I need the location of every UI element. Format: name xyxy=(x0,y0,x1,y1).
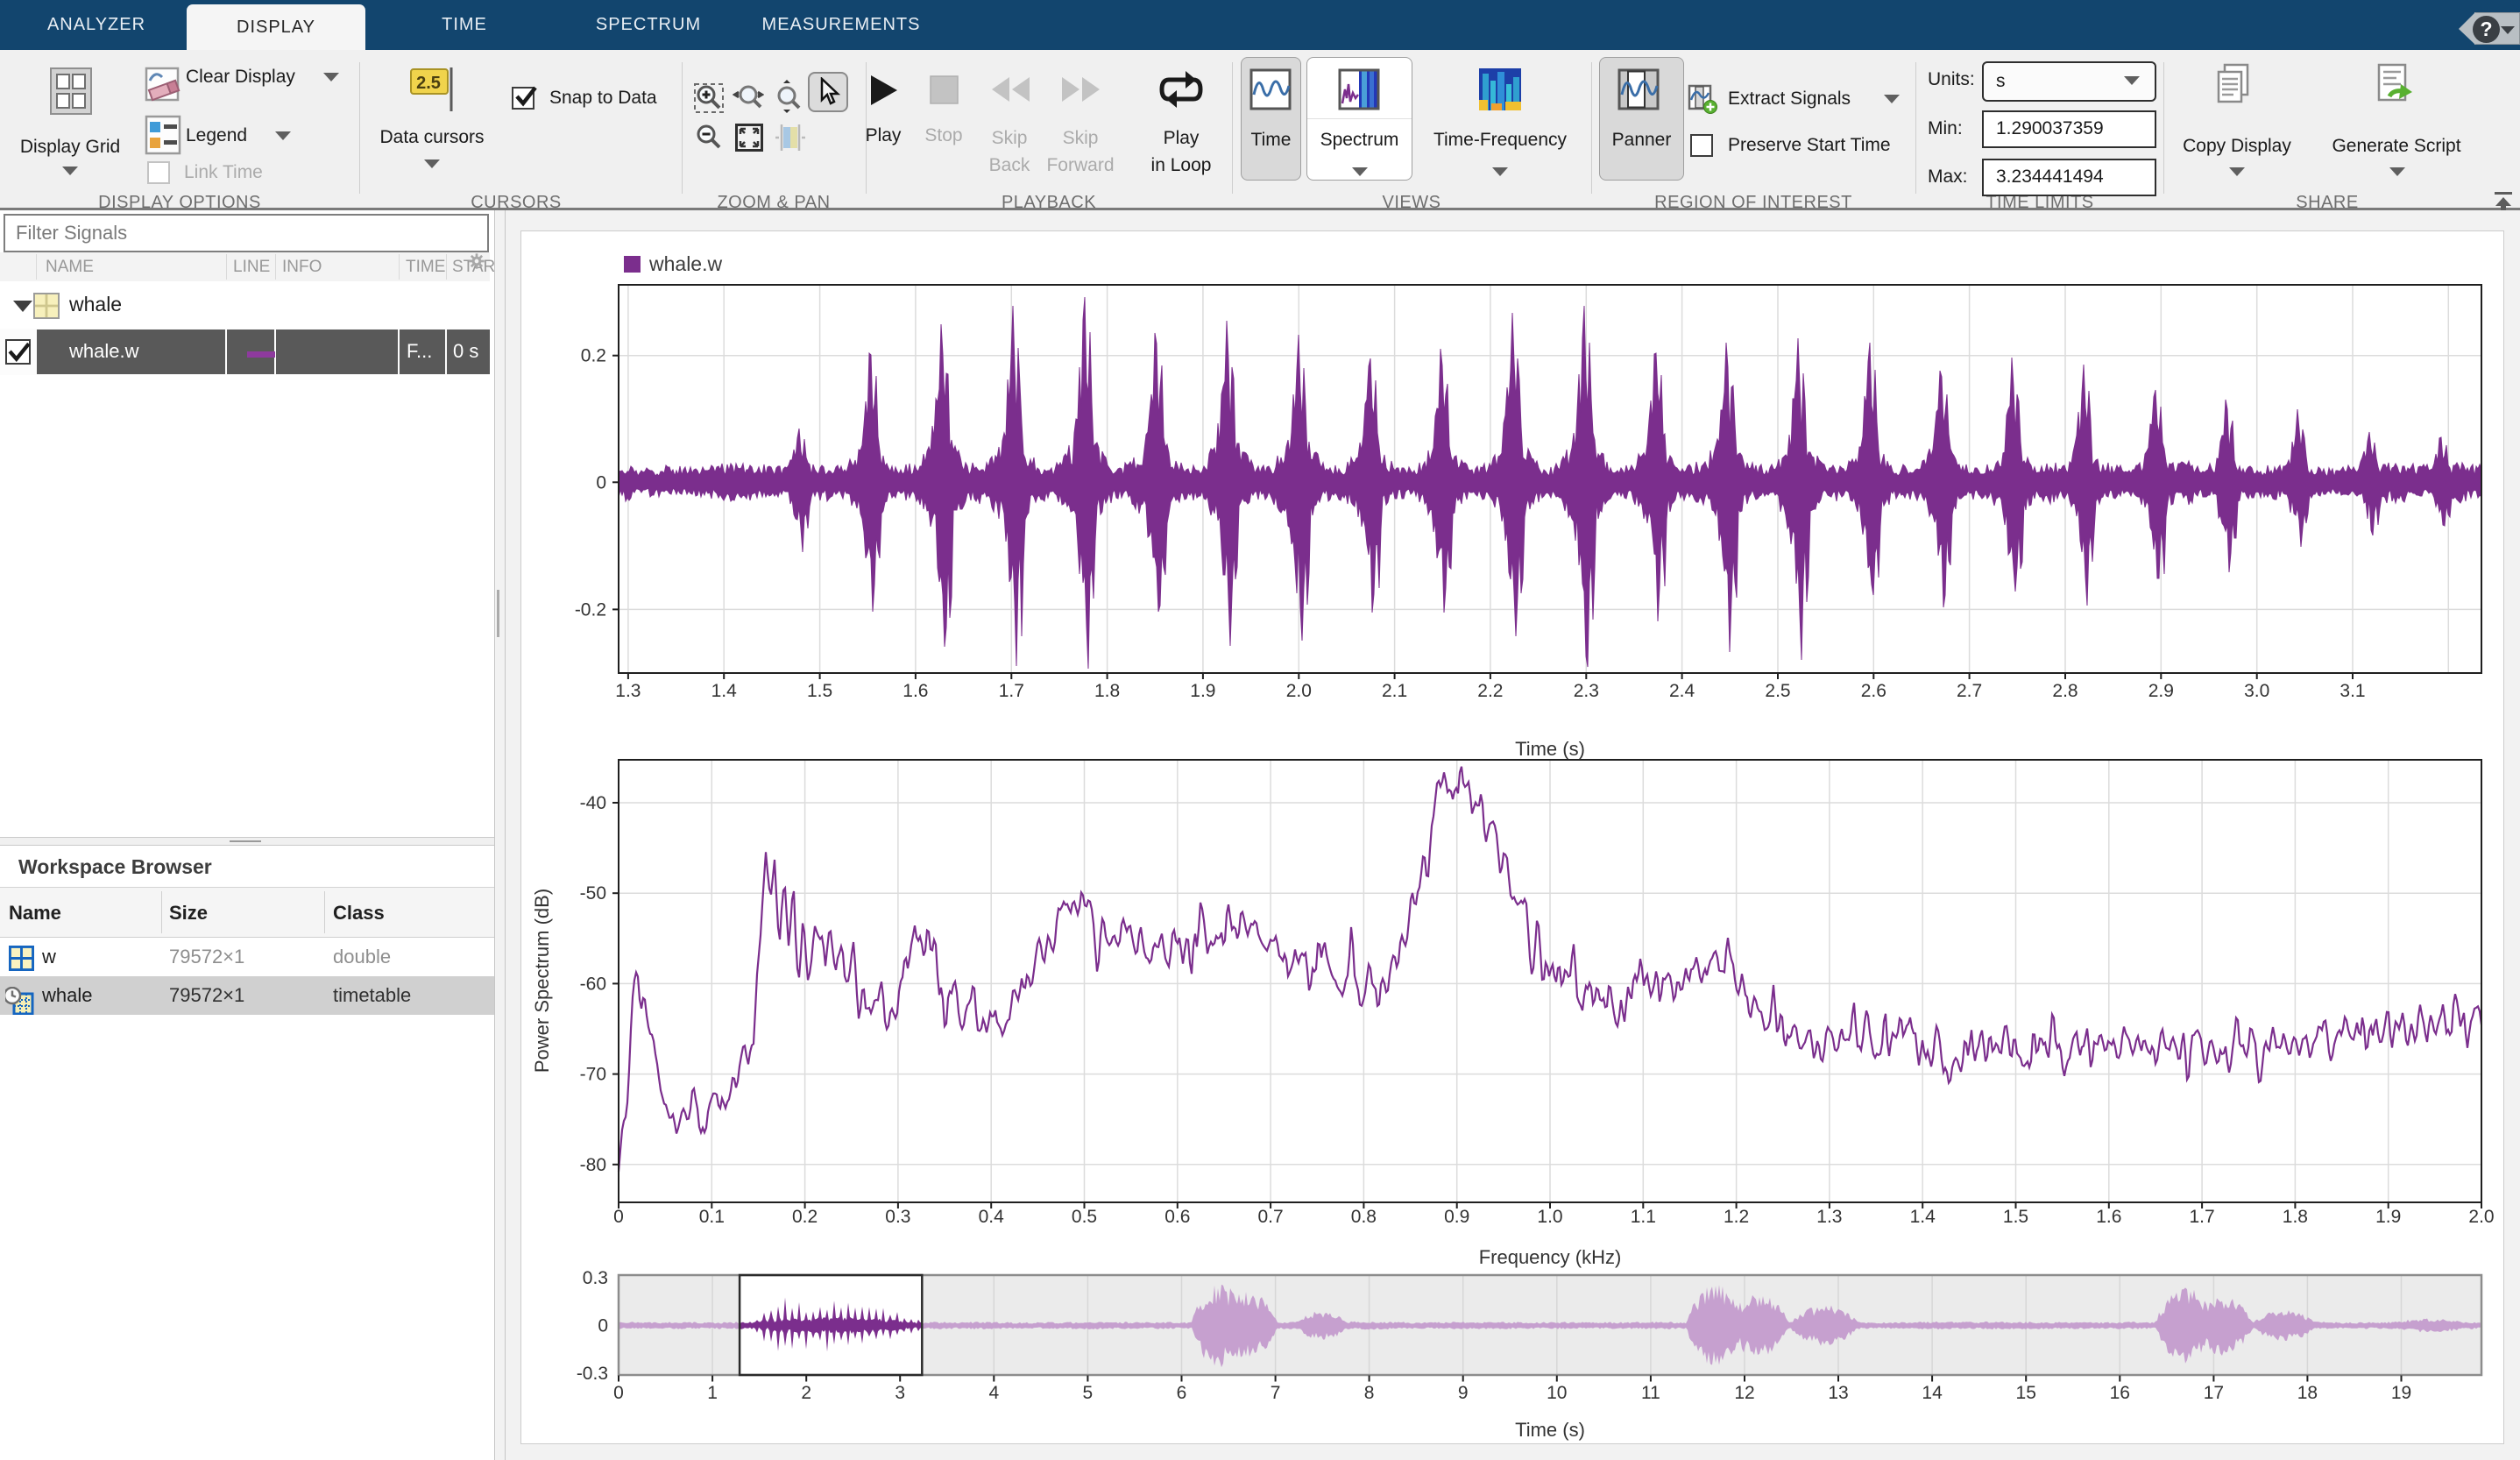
svg-text:0.4: 0.4 xyxy=(979,1207,1005,1227)
svg-text:Time (s): Time (s) xyxy=(1515,1419,1585,1441)
svg-text:2.0: 2.0 xyxy=(2468,1207,2494,1227)
svg-text:-70: -70 xyxy=(580,1065,606,1085)
svg-text:3.1: 3.1 xyxy=(2339,681,2365,701)
svg-text:0.7: 0.7 xyxy=(1257,1207,1283,1227)
svg-text:1.3: 1.3 xyxy=(615,681,641,701)
svg-text:0: 0 xyxy=(596,472,606,493)
svg-text:11: 11 xyxy=(1641,1383,1660,1403)
svg-text:2.2: 2.2 xyxy=(1477,681,1503,701)
svg-text:2.1: 2.1 xyxy=(1382,681,1407,701)
svg-text:1.8: 1.8 xyxy=(2283,1207,2308,1227)
svg-text:0.9: 0.9 xyxy=(1444,1207,1469,1227)
svg-text:4: 4 xyxy=(988,1383,999,1403)
svg-text:1.8: 1.8 xyxy=(1094,681,1120,701)
svg-text:0.2: 0.2 xyxy=(581,346,606,366)
svg-text:1.7: 1.7 xyxy=(999,681,1024,701)
svg-text:2.0: 2.0 xyxy=(1286,681,1312,701)
svg-text:1.4: 1.4 xyxy=(711,681,738,701)
svg-text:1.6: 1.6 xyxy=(903,681,928,701)
svg-text:9: 9 xyxy=(1458,1383,1469,1403)
svg-text:17: 17 xyxy=(2204,1383,2224,1403)
svg-text:2.6: 2.6 xyxy=(1861,681,1886,701)
svg-text:0: 0 xyxy=(613,1383,624,1403)
svg-text:0.1: 0.1 xyxy=(699,1207,725,1227)
svg-text:-0.2: -0.2 xyxy=(575,599,606,620)
svg-text:12: 12 xyxy=(1734,1383,1754,1403)
svg-text:0: 0 xyxy=(598,1316,608,1336)
svg-text:2.3: 2.3 xyxy=(1574,681,1599,701)
svg-text:1.3: 1.3 xyxy=(1816,1207,1842,1227)
svg-text:1.0: 1.0 xyxy=(1537,1207,1562,1227)
svg-text:6: 6 xyxy=(1177,1383,1187,1403)
svg-text:18: 18 xyxy=(2297,1383,2318,1403)
svg-text:16: 16 xyxy=(2110,1383,2130,1403)
svg-text:15: 15 xyxy=(2016,1383,2036,1403)
svg-text:7: 7 xyxy=(1271,1383,1281,1403)
svg-text:2.5: 2.5 xyxy=(1765,681,1790,701)
svg-text:5: 5 xyxy=(1083,1383,1094,1403)
svg-text:19: 19 xyxy=(2391,1383,2411,1403)
svg-text:0: 0 xyxy=(613,1207,624,1227)
svg-text:2: 2 xyxy=(801,1383,811,1403)
svg-text:0.2: 0.2 xyxy=(792,1207,818,1227)
svg-text:0.3: 0.3 xyxy=(885,1207,910,1227)
svg-text:whale.w: whale.w xyxy=(648,252,722,275)
svg-text:1.9: 1.9 xyxy=(1190,681,1215,701)
svg-text:2.8: 2.8 xyxy=(2052,681,2078,701)
svg-text:1.9: 1.9 xyxy=(2375,1207,2401,1227)
svg-text:-60: -60 xyxy=(580,974,606,994)
svg-text:-40: -40 xyxy=(580,793,606,813)
svg-text:-80: -80 xyxy=(580,1155,606,1175)
svg-text:Time (s): Time (s) xyxy=(1515,738,1585,760)
svg-text:1.4: 1.4 xyxy=(1910,1207,1936,1227)
svg-text:13: 13 xyxy=(1828,1383,1848,1403)
svg-text:10: 10 xyxy=(1547,1383,1567,1403)
svg-text:3: 3 xyxy=(895,1383,905,1403)
svg-text:2.7: 2.7 xyxy=(1957,681,1982,701)
svg-text:1.1: 1.1 xyxy=(1631,1207,1656,1227)
svg-text:1.2: 1.2 xyxy=(1724,1207,1749,1227)
svg-text:3.0: 3.0 xyxy=(2244,681,2269,701)
svg-text:0.3: 0.3 xyxy=(583,1268,608,1288)
svg-text:1.6: 1.6 xyxy=(2096,1207,2121,1227)
svg-text:14: 14 xyxy=(1922,1383,1943,1403)
svg-text:2.9: 2.9 xyxy=(2148,681,2174,701)
svg-text:Power Spectrum (dB): Power Spectrum (dB) xyxy=(531,889,553,1073)
svg-text:1.5: 1.5 xyxy=(2003,1207,2028,1227)
svg-text:2.4: 2.4 xyxy=(1669,681,1695,701)
svg-text:0.5: 0.5 xyxy=(1072,1207,1097,1227)
svg-text:Frequency (kHz): Frequency (kHz) xyxy=(1479,1246,1622,1268)
svg-text:1.5: 1.5 xyxy=(807,681,832,701)
svg-text:-50: -50 xyxy=(580,883,606,904)
svg-text:1: 1 xyxy=(707,1383,718,1403)
svg-text:0.8: 0.8 xyxy=(1351,1207,1377,1227)
svg-text:8: 8 xyxy=(1364,1383,1375,1403)
svg-text:0.6: 0.6 xyxy=(1164,1207,1190,1227)
svg-text:-0.3: -0.3 xyxy=(577,1364,608,1384)
svg-text:1.7: 1.7 xyxy=(2189,1207,2214,1227)
svg-text:2.5: 2.5 xyxy=(416,74,441,93)
